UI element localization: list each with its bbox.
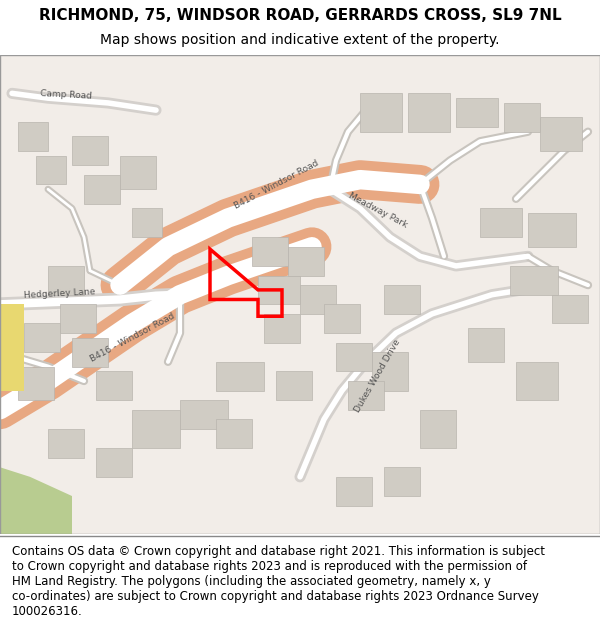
Polygon shape	[36, 156, 66, 184]
Polygon shape	[348, 381, 384, 410]
Polygon shape	[420, 410, 456, 448]
Polygon shape	[480, 208, 522, 237]
Polygon shape	[324, 304, 360, 333]
Text: 100026316.: 100026316.	[12, 605, 83, 618]
Polygon shape	[96, 448, 132, 477]
Polygon shape	[552, 294, 588, 324]
Polygon shape	[48, 429, 84, 458]
Polygon shape	[18, 122, 48, 151]
Polygon shape	[336, 342, 372, 371]
Polygon shape	[72, 136, 108, 165]
Polygon shape	[252, 237, 288, 266]
Polygon shape	[84, 175, 120, 204]
Text: Camp Road: Camp Road	[40, 89, 92, 101]
Text: B416 - Windsor Road: B416 - Windsor Road	[232, 158, 320, 211]
Polygon shape	[132, 208, 162, 237]
Polygon shape	[336, 477, 372, 506]
Text: Map shows position and indicative extent of the property.: Map shows position and indicative extent…	[100, 32, 500, 47]
Polygon shape	[540, 118, 582, 151]
Polygon shape	[372, 352, 408, 391]
Polygon shape	[180, 400, 228, 429]
Text: RICHMOND, 75, WINDSOR ROAD, GERRARDS CROSS, SL9 7NL: RICHMOND, 75, WINDSOR ROAD, GERRARDS CRO…	[38, 8, 562, 23]
Polygon shape	[360, 93, 402, 132]
Polygon shape	[0, 304, 24, 391]
Text: Meadway Park: Meadway Park	[347, 191, 409, 230]
Polygon shape	[276, 371, 312, 400]
Polygon shape	[96, 371, 132, 400]
Polygon shape	[24, 324, 60, 352]
Polygon shape	[384, 468, 420, 496]
Polygon shape	[456, 98, 498, 127]
Text: Dukes Wood Drive: Dukes Wood Drive	[353, 338, 403, 414]
Polygon shape	[264, 314, 300, 342]
Text: B416 - Windsor Road: B416 - Windsor Road	[88, 312, 176, 364]
Polygon shape	[132, 410, 180, 448]
Polygon shape	[384, 285, 420, 314]
Polygon shape	[468, 328, 504, 362]
Polygon shape	[216, 362, 264, 391]
Polygon shape	[504, 103, 540, 132]
Text: Contains OS data © Crown copyright and database right 2021. This information is : Contains OS data © Crown copyright and d…	[12, 545, 545, 558]
Text: HM Land Registry. The polygons (including the associated geometry, namely x, y: HM Land Registry. The polygons (includin…	[12, 575, 491, 588]
Polygon shape	[0, 468, 72, 534]
Polygon shape	[510, 266, 558, 294]
Polygon shape	[216, 419, 252, 448]
Polygon shape	[408, 93, 450, 132]
Polygon shape	[72, 338, 108, 367]
Polygon shape	[48, 266, 84, 294]
Polygon shape	[120, 156, 156, 189]
Polygon shape	[18, 367, 54, 400]
Text: to Crown copyright and database rights 2023 and is reproduced with the permissio: to Crown copyright and database rights 2…	[12, 560, 527, 573]
Polygon shape	[288, 247, 324, 276]
Polygon shape	[60, 304, 96, 333]
Text: Hedgerley Lane: Hedgerley Lane	[24, 288, 96, 300]
Text: co-ordinates) are subject to Crown copyright and database rights 2023 Ordnance S: co-ordinates) are subject to Crown copyr…	[12, 590, 539, 603]
Polygon shape	[528, 213, 576, 247]
Polygon shape	[516, 362, 558, 400]
Polygon shape	[300, 285, 336, 314]
Polygon shape	[258, 276, 300, 304]
